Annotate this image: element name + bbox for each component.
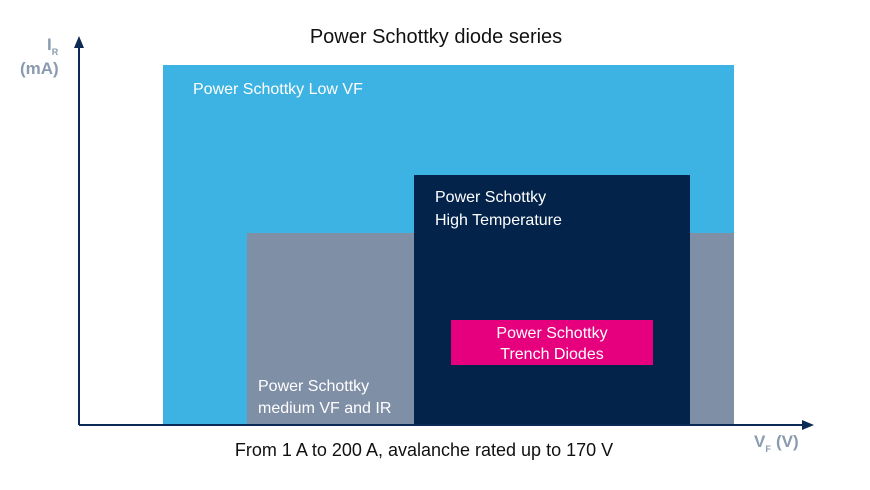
caption: From 1 A to 200 A, avalanche rated up to… xyxy=(235,440,613,460)
region-label: Power Schottky xyxy=(435,189,546,206)
region-label: Power Schottky xyxy=(496,325,607,342)
region-trench xyxy=(451,320,653,365)
y-axis-symbol: IR xyxy=(47,35,59,57)
symbol: V xyxy=(754,432,766,451)
subscript: R xyxy=(52,47,59,57)
title: Power Schottky diode series xyxy=(310,26,562,48)
x-axis-symbol: VF xyxy=(754,432,771,454)
y-arrow xyxy=(74,36,84,48)
region-label: medium VF and IR xyxy=(258,400,391,417)
region-label: High Temperature xyxy=(435,212,562,229)
x-arrow xyxy=(802,420,814,430)
y-axis-unit: (mA) xyxy=(20,59,59,78)
region-label: Trench Diodes xyxy=(500,346,603,363)
region-label: Power Schottky xyxy=(258,378,369,395)
region-high-temp xyxy=(414,175,690,425)
x-axis-unit: (V) xyxy=(776,432,799,451)
subscript: F xyxy=(765,444,771,454)
region-label: Power Schottky Low VF xyxy=(193,81,363,98)
symbol: I xyxy=(47,35,52,54)
